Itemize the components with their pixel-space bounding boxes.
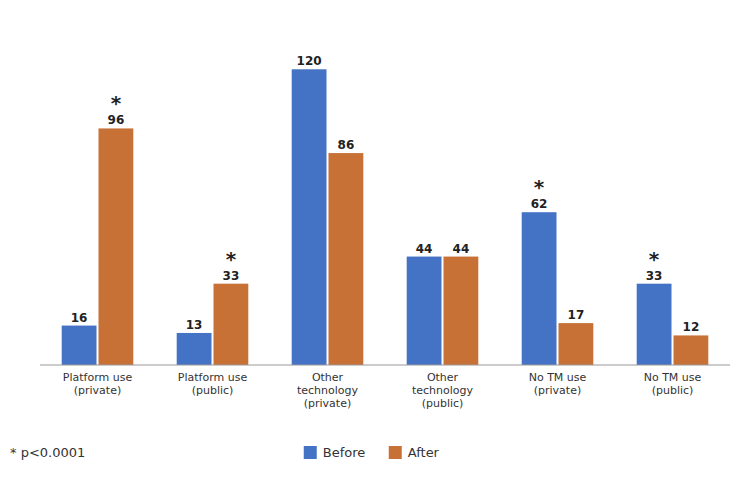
annotation: * <box>649 247 660 271</box>
tick-label-line: (private) <box>304 397 351 410</box>
tick-label-line: technology <box>412 384 474 397</box>
value-label: 96 <box>108 113 125 127</box>
value-label: 33 <box>646 269 663 283</box>
tick-label-line: (public) <box>192 384 234 397</box>
annotation: * <box>111 91 122 115</box>
tick-label: No TM use(public) <box>644 371 702 397</box>
tick-label-line: Other <box>312 371 344 384</box>
bar <box>674 335 709 365</box>
tick-label-line: technology <box>297 384 359 397</box>
legend: Before After <box>304 445 440 460</box>
value-label: 44 <box>453 242 470 256</box>
value-label: 62 <box>531 197 548 211</box>
bar <box>214 284 249 365</box>
bar <box>62 326 97 365</box>
bar <box>637 284 672 365</box>
value-label: 33 <box>223 269 240 283</box>
value-label: 86 <box>338 138 355 152</box>
labels: 16 13 120 44 62 33 96 33 86 44 17 12 * * * * <box>71 54 700 334</box>
tick-label: Platform use(public) <box>178 371 248 397</box>
legend-swatch <box>389 446 402 459</box>
tick-label-line: Platform use <box>63 371 133 384</box>
bar <box>522 212 557 365</box>
legend-label: After <box>408 445 440 460</box>
tick-label-line: (public) <box>652 384 694 397</box>
tick-label: Othertechnology(public) <box>412 371 474 410</box>
chart: 16 13 120 44 62 33 96 33 86 44 17 12 * * * * Platform us… <box>0 0 750 495</box>
bar <box>177 333 212 365</box>
value-label: 44 <box>416 242 433 256</box>
bars <box>62 69 709 365</box>
bar <box>329 153 364 365</box>
tick-label-line: No TM use <box>644 371 702 384</box>
value-label: 17 <box>568 308 585 322</box>
value-label: 12 <box>683 320 700 334</box>
tick-label-line: (public) <box>422 397 464 410</box>
bar <box>559 323 594 365</box>
legend-label: Before <box>323 445 366 460</box>
bar <box>99 128 134 365</box>
bar <box>292 69 327 365</box>
tick-label: No TM use(private) <box>529 371 587 397</box>
tick-label-line: Other <box>427 371 459 384</box>
annotation: * <box>226 247 237 271</box>
legend-swatch <box>304 446 317 459</box>
bar <box>407 257 442 365</box>
tick-label-line: (private) <box>74 384 121 397</box>
annotation: * <box>534 175 545 199</box>
tick-label-line: (private) <box>534 384 581 397</box>
x-axis <box>40 365 730 366</box>
bar <box>444 257 479 365</box>
value-label: 120 <box>297 54 322 68</box>
value-label: 13 <box>186 318 203 332</box>
tick-label-line: Platform use <box>178 371 248 384</box>
tick-label-line: No TM use <box>529 371 587 384</box>
tick-label: Platform use(private) <box>63 371 133 397</box>
footnote: * p<0.0001 <box>10 445 85 460</box>
tick-label: Othertechnology(private) <box>297 371 359 410</box>
value-label: 16 <box>71 311 88 325</box>
